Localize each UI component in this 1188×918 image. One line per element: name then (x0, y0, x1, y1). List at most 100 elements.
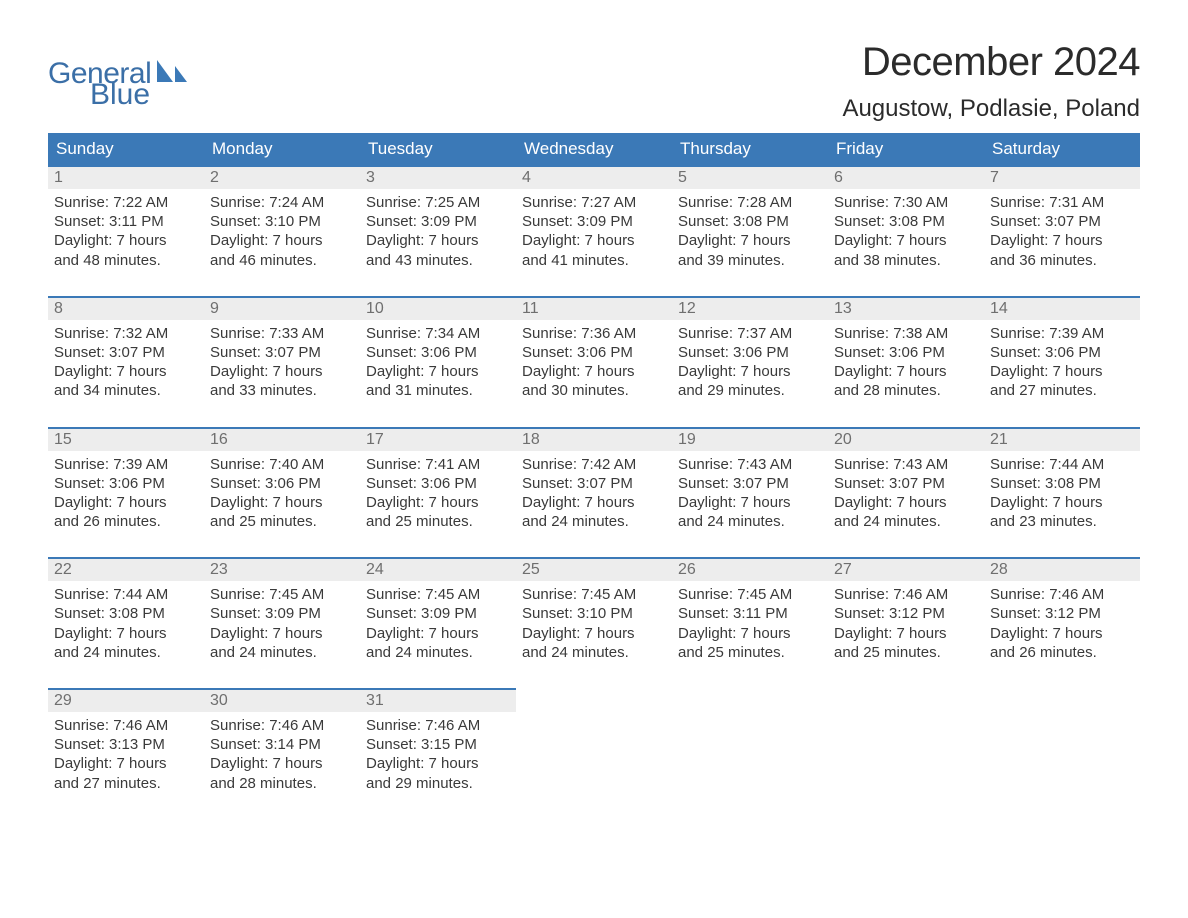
daylight-line-2: and 43 minutes. (366, 251, 510, 270)
daylight-line-1: Daylight: 7 hours (678, 231, 822, 250)
weekday-header: Saturday (984, 133, 1140, 166)
sunset-line: Sunset: 3:11 PM (678, 604, 822, 623)
daynum-row: 1234567 (48, 166, 1140, 189)
daylight-line-2: and 38 minutes. (834, 251, 978, 270)
sunset-line: Sunset: 3:15 PM (366, 735, 510, 754)
day-body-cell: Sunrise: 7:45 AMSunset: 3:09 PMDaylight:… (204, 581, 360, 689)
day-body-cell: Sunrise: 7:41 AMSunset: 3:06 PMDaylight:… (360, 451, 516, 559)
daylight-line-1: Daylight: 7 hours (210, 754, 354, 773)
daylight-line-1: Daylight: 7 hours (834, 624, 978, 643)
sunrise-line: Sunrise: 7:25 AM (366, 193, 510, 212)
sunrise-line: Sunrise: 7:28 AM (678, 193, 822, 212)
daylight-line-2: and 24 minutes. (522, 643, 666, 662)
sunrise-line: Sunrise: 7:45 AM (522, 585, 666, 604)
weekday-header: Sunday (48, 133, 204, 166)
day-body-cell: Sunrise: 7:45 AMSunset: 3:10 PMDaylight:… (516, 581, 672, 689)
daylight-line-1: Daylight: 7 hours (210, 493, 354, 512)
daylight-line-1: Daylight: 7 hours (366, 493, 510, 512)
sunset-line: Sunset: 3:07 PM (834, 474, 978, 493)
sunrise-line: Sunrise: 7:44 AM (54, 585, 198, 604)
day-body-cell: Sunrise: 7:42 AMSunset: 3:07 PMDaylight:… (516, 451, 672, 559)
day-body-cell: Sunrise: 7:38 AMSunset: 3:06 PMDaylight:… (828, 320, 984, 428)
day-body-cell: Sunrise: 7:43 AMSunset: 3:07 PMDaylight:… (828, 451, 984, 559)
sunset-line: Sunset: 3:12 PM (990, 604, 1134, 623)
sunset-line: Sunset: 3:07 PM (678, 474, 822, 493)
header: General Blue December 2024 Augustow, Pod… (48, 40, 1140, 123)
sunset-line: Sunset: 3:08 PM (678, 212, 822, 231)
day-number-cell: 15 (48, 428, 204, 451)
daynum-row: 891011121314 (48, 297, 1140, 320)
day-body-cell: Sunrise: 7:43 AMSunset: 3:07 PMDaylight:… (672, 451, 828, 559)
sunset-line: Sunset: 3:06 PM (54, 474, 198, 493)
daylight-line-1: Daylight: 7 hours (366, 231, 510, 250)
sunrise-line: Sunrise: 7:33 AM (210, 324, 354, 343)
daylight-line-2: and 27 minutes. (990, 381, 1134, 400)
sunset-line: Sunset: 3:09 PM (210, 604, 354, 623)
day-number-cell (984, 689, 1140, 712)
daylight-line-2: and 25 minutes. (210, 512, 354, 531)
day-number-cell (516, 689, 672, 712)
daybody-row: Sunrise: 7:39 AMSunset: 3:06 PMDaylight:… (48, 451, 1140, 559)
sunset-line: Sunset: 3:06 PM (990, 343, 1134, 362)
day-body-cell: Sunrise: 7:45 AMSunset: 3:09 PMDaylight:… (360, 581, 516, 689)
daylight-line-1: Daylight: 7 hours (210, 624, 354, 643)
day-number-cell: 9 (204, 297, 360, 320)
weekday-header: Tuesday (360, 133, 516, 166)
daylight-line-2: and 26 minutes. (990, 643, 1134, 662)
day-number-cell: 1 (48, 166, 204, 189)
day-number-cell: 11 (516, 297, 672, 320)
sunrise-line: Sunrise: 7:39 AM (54, 455, 198, 474)
sunset-line: Sunset: 3:09 PM (522, 212, 666, 231)
day-body-cell: Sunrise: 7:22 AMSunset: 3:11 PMDaylight:… (48, 189, 204, 297)
daylight-line-2: and 25 minutes. (366, 512, 510, 531)
daylight-line-1: Daylight: 7 hours (678, 362, 822, 381)
day-body-cell: Sunrise: 7:44 AMSunset: 3:08 PMDaylight:… (48, 581, 204, 689)
sunset-line: Sunset: 3:06 PM (210, 474, 354, 493)
day-number-cell: 31 (360, 689, 516, 712)
daylight-line-1: Daylight: 7 hours (366, 624, 510, 643)
sunrise-line: Sunrise: 7:39 AM (990, 324, 1134, 343)
day-number-cell: 2 (204, 166, 360, 189)
day-number-cell: 18 (516, 428, 672, 451)
day-body-cell: Sunrise: 7:46 AMSunset: 3:12 PMDaylight:… (984, 581, 1140, 689)
day-number-cell: 12 (672, 297, 828, 320)
day-number-cell: 21 (984, 428, 1140, 451)
sunrise-line: Sunrise: 7:36 AM (522, 324, 666, 343)
daylight-line-1: Daylight: 7 hours (522, 493, 666, 512)
sunrise-line: Sunrise: 7:46 AM (54, 716, 198, 735)
sunrise-line: Sunrise: 7:43 AM (678, 455, 822, 474)
day-body-cell: Sunrise: 7:24 AMSunset: 3:10 PMDaylight:… (204, 189, 360, 297)
sunset-line: Sunset: 3:06 PM (366, 474, 510, 493)
sunset-line: Sunset: 3:07 PM (54, 343, 198, 362)
sunrise-line: Sunrise: 7:40 AM (210, 455, 354, 474)
sunset-line: Sunset: 3:12 PM (834, 604, 978, 623)
day-body-cell (516, 712, 672, 819)
brand-blue: Blue (48, 81, 189, 108)
sunrise-line: Sunrise: 7:46 AM (834, 585, 978, 604)
day-number-cell: 5 (672, 166, 828, 189)
day-body-cell: Sunrise: 7:45 AMSunset: 3:11 PMDaylight:… (672, 581, 828, 689)
daylight-line-2: and 24 minutes. (522, 512, 666, 531)
daylight-line-1: Daylight: 7 hours (678, 493, 822, 512)
daylight-line-2: and 30 minutes. (522, 381, 666, 400)
daylight-line-1: Daylight: 7 hours (54, 493, 198, 512)
day-number-cell (828, 689, 984, 712)
sunrise-line: Sunrise: 7:46 AM (990, 585, 1134, 604)
daylight-line-2: and 28 minutes. (210, 774, 354, 793)
daylight-line-2: and 46 minutes. (210, 251, 354, 270)
daylight-line-2: and 24 minutes. (366, 643, 510, 662)
sunset-line: Sunset: 3:06 PM (366, 343, 510, 362)
day-number-cell: 6 (828, 166, 984, 189)
sunset-line: Sunset: 3:09 PM (366, 604, 510, 623)
weekday-header: Friday (828, 133, 984, 166)
day-number-cell: 25 (516, 558, 672, 581)
sunrise-line: Sunrise: 7:22 AM (54, 193, 198, 212)
daylight-line-1: Daylight: 7 hours (990, 624, 1134, 643)
daylight-line-2: and 24 minutes. (54, 643, 198, 662)
daynum-row: 293031 (48, 689, 1140, 712)
day-body-cell (672, 712, 828, 819)
day-number-cell: 23 (204, 558, 360, 581)
sunset-line: Sunset: 3:09 PM (366, 212, 510, 231)
daylight-line-1: Daylight: 7 hours (990, 362, 1134, 381)
daylight-line-2: and 24 minutes. (678, 512, 822, 531)
